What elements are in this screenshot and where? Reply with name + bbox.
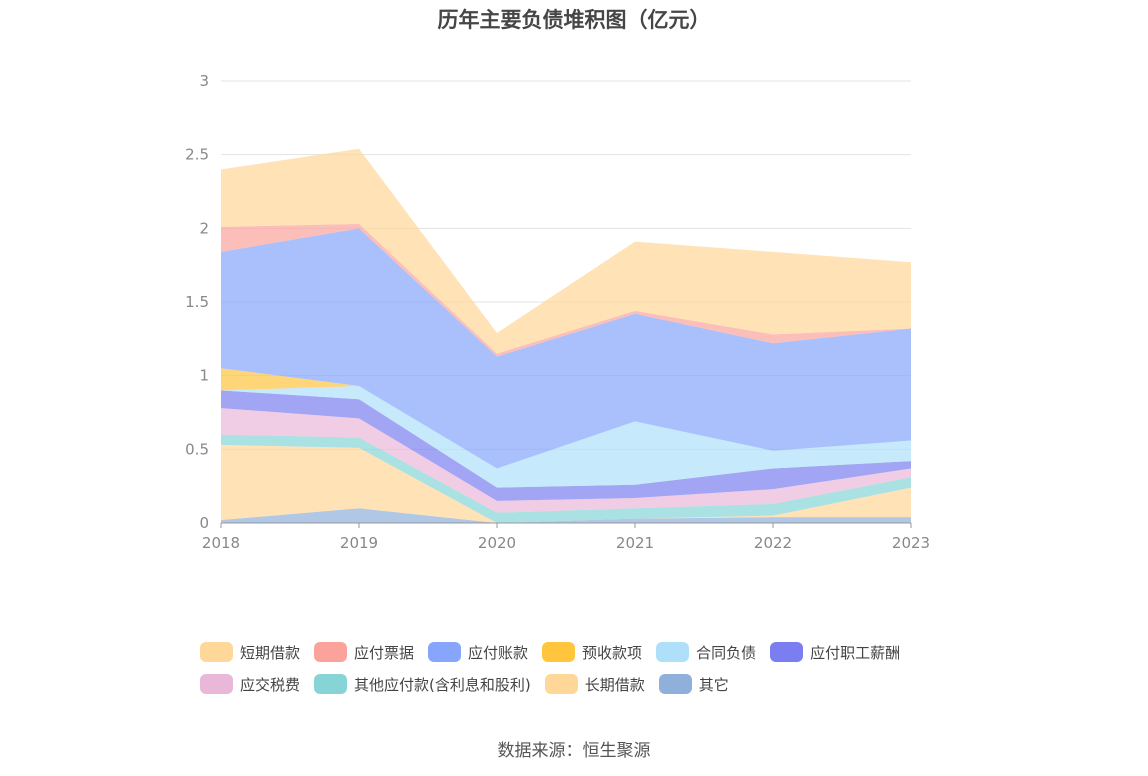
y-tick-label: 1.5	[185, 293, 209, 311]
legend-label: 应付账款	[468, 643, 529, 662]
x-tick-label: 2020	[478, 534, 516, 552]
area-series-3	[221, 408, 911, 513]
legend-swatch	[428, 642, 462, 662]
legend-label: 应交税费	[240, 675, 301, 694]
legend-item[interactable]: 应付职工薪酬	[770, 642, 900, 663]
legend-label: 合同负债	[696, 643, 757, 662]
x-tick-label: 2019	[340, 534, 378, 552]
x-tick-label: 2022	[754, 534, 792, 552]
area-series-9	[221, 148, 911, 354]
area-series-8	[221, 223, 911, 357]
legend-swatch	[544, 674, 578, 694]
legend-swatch	[200, 674, 233, 694]
legend-item[interactable]: 应付票据	[314, 642, 414, 663]
y-tick-label: 0.5	[185, 440, 209, 458]
legend-swatch	[658, 674, 692, 694]
area-series-1	[221, 444, 911, 523]
area-series-6	[221, 368, 911, 469]
legend-item[interactable]: 合同负债	[656, 642, 756, 663]
legend-swatch	[314, 642, 348, 662]
legend-swatch	[314, 674, 348, 694]
legend-item[interactable]: 短期借款	[200, 642, 300, 663]
legend-swatch	[770, 642, 804, 662]
legend-label: 长期借款	[584, 675, 645, 694]
area-series-4	[221, 390, 911, 501]
legend: 短期借款 应付票据 应付账款 预收款项 合同负债 应付职工薪酬 应交税费 其他应付款(含利息…	[200, 636, 960, 700]
legend-swatch	[656, 642, 690, 662]
legend-swatch	[200, 642, 233, 662]
legend-swatch	[542, 642, 576, 662]
y-tick-label: 2.5	[185, 146, 209, 164]
legend-label: 短期借款	[240, 643, 301, 662]
y-tick-label: 2	[199, 219, 209, 237]
legend-label: 预收款项	[582, 643, 643, 662]
legend-item[interactable]: 其它	[658, 674, 729, 695]
legend-row-2: 应交税费 其他应付款(含利息和股利) 长期借款 其它	[200, 668, 960, 700]
legend-label: 其他应付款(含利息和股利)	[354, 675, 531, 694]
legend-label: 其它	[698, 675, 729, 694]
area-series-7	[221, 228, 911, 469]
legend-item[interactable]: 长期借款	[544, 674, 645, 695]
x-tick-label: 2023	[892, 534, 930, 552]
legend-item[interactable]: 预收款项	[542, 642, 642, 663]
y-tick-label: 0	[199, 514, 209, 532]
data-source: 数据来源：恒生聚源	[497, 741, 651, 761]
legend-item[interactable]: 应交税费	[200, 674, 300, 695]
y-tick-label: 1	[199, 367, 209, 385]
area-series-2	[221, 434, 911, 523]
x-tick-label: 2021	[616, 534, 654, 552]
area-series-5	[221, 385, 911, 488]
area-series-0	[221, 508, 911, 523]
legend-item[interactable]: 应付账款	[428, 642, 528, 663]
legend-row-1: 短期借款 应付票据 应付账款 预收款项 合同负债 应付职工薪酬	[200, 636, 960, 668]
y-tick-label: 3	[199, 72, 209, 90]
x-tick-label: 2018	[202, 534, 240, 552]
legend-item[interactable]: 其他应付款(含利息和股利)	[314, 674, 531, 695]
chart-title: 历年主要负债堆积图（亿元）	[437, 8, 711, 32]
legend-label: 应付票据	[354, 643, 415, 662]
legend-label: 应付职工薪酬	[810, 643, 901, 662]
